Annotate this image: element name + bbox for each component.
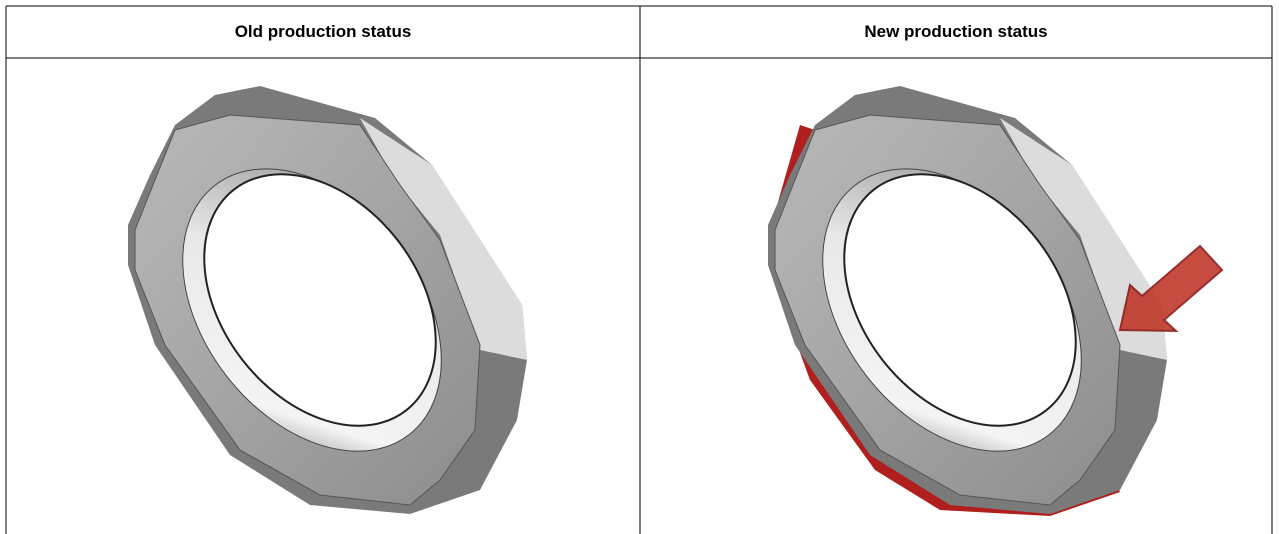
nut-image-new bbox=[767, 85, 1168, 516]
column-header: Old production status bbox=[234, 22, 412, 41]
arrow bbox=[1118, 244, 1224, 333]
column-header: New production status bbox=[864, 22, 1048, 41]
nut-image-old bbox=[127, 85, 528, 515]
